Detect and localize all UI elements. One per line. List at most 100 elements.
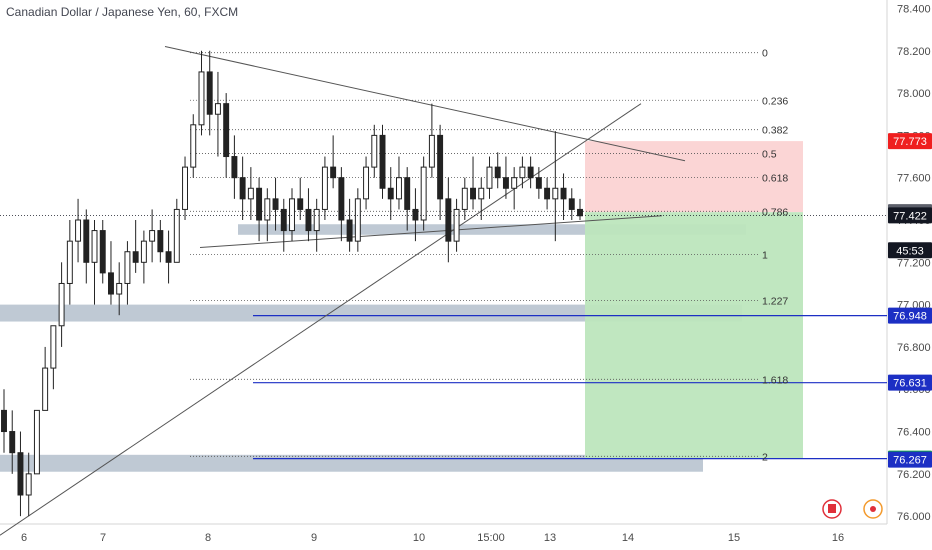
support-zone[interactable] bbox=[238, 224, 746, 235]
candle-body[interactable] bbox=[272, 198, 279, 210]
candle-body[interactable] bbox=[116, 282, 123, 295]
time-tick-label: 15 bbox=[728, 532, 740, 544]
price-tag[interactable] bbox=[888, 307, 932, 324]
ideas-icon[interactable] bbox=[863, 499, 883, 519]
candle-body[interactable] bbox=[157, 230, 164, 253]
candle-body[interactable] bbox=[577, 208, 583, 217]
stop-loss-zone[interactable] bbox=[585, 141, 803, 213]
trendline-descending-resistance[interactable] bbox=[164, 46, 686, 162]
price-tag[interactable] bbox=[888, 374, 932, 391]
candle-body[interactable] bbox=[91, 230, 98, 263]
candle-body[interactable] bbox=[140, 240, 147, 263]
candle-body[interactable] bbox=[1, 409, 7, 433]
candle-body[interactable] bbox=[17, 452, 24, 496]
candle-body[interactable] bbox=[461, 187, 468, 210]
time-tick-label: 16 bbox=[832, 532, 844, 544]
candle-body[interactable] bbox=[173, 208, 180, 263]
candle-body[interactable] bbox=[519, 166, 526, 179]
candle-body[interactable] bbox=[412, 208, 419, 221]
candle-body[interactable] bbox=[149, 230, 156, 242]
candle-body[interactable] bbox=[346, 219, 353, 242]
candle-body[interactable] bbox=[9, 431, 16, 454]
candle-body[interactable] bbox=[289, 198, 295, 232]
candle-body[interactable] bbox=[568, 198, 575, 210]
candle-body[interactable] bbox=[214, 103, 221, 115]
candle-body[interactable] bbox=[437, 134, 444, 200]
price-tag-label: 76.267 bbox=[893, 455, 927, 467]
candle-body[interactable] bbox=[42, 367, 49, 411]
candle-body[interactable] bbox=[50, 325, 57, 369]
candle-body[interactable] bbox=[33, 409, 40, 475]
candle-body[interactable] bbox=[256, 187, 263, 221]
time-tick-label: 7 bbox=[100, 532, 106, 544]
candle-body[interactable] bbox=[379, 134, 386, 189]
candle-body[interactable] bbox=[206, 71, 213, 115]
price-tag[interactable] bbox=[888, 242, 932, 259]
trendline-ascending-support[interactable] bbox=[0, 103, 642, 536]
candle-body[interactable] bbox=[247, 187, 254, 200]
candle-body[interactable] bbox=[354, 198, 361, 242]
candle-body[interactable] bbox=[330, 166, 337, 179]
candle-body[interactable] bbox=[124, 251, 131, 284]
candle-body[interactable] bbox=[387, 187, 394, 200]
candle-body[interactable] bbox=[404, 177, 411, 210]
candle-body[interactable] bbox=[132, 251, 139, 263]
candle-body[interactable] bbox=[58, 282, 65, 327]
candle-body[interactable] bbox=[280, 208, 287, 232]
candle-body[interactable] bbox=[190, 124, 197, 168]
time-axis: 6 7 8 9 10 15:00 13 14 15 16 bbox=[21, 532, 844, 544]
candle-body[interactable] bbox=[511, 177, 518, 189]
price-tag[interactable] bbox=[888, 133, 932, 150]
candle-body[interactable] bbox=[396, 177, 402, 200]
candle-body[interactable] bbox=[223, 103, 230, 158]
price-tag-label: 76.948 bbox=[893, 311, 927, 323]
price-tick-label: 77.600 bbox=[897, 173, 931, 185]
price-tags: 77.77377.43777.42245:5376.94876.63176.27… bbox=[888, 133, 932, 468]
take-profit-zone[interactable] bbox=[585, 212, 803, 459]
candle-body[interactable] bbox=[453, 208, 460, 242]
candle-body[interactable] bbox=[239, 177, 246, 200]
candle-body[interactable] bbox=[371, 134, 378, 168]
price-tag-label: 77.422 bbox=[893, 210, 927, 222]
candle-body[interactable] bbox=[494, 166, 501, 179]
candle-body[interactable] bbox=[264, 198, 271, 221]
candle-body[interactable] bbox=[535, 177, 542, 189]
candle-body[interactable] bbox=[527, 166, 534, 179]
candle-body[interactable] bbox=[305, 208, 312, 232]
candle-body[interactable] bbox=[486, 166, 493, 189]
candle-body[interactable] bbox=[182, 166, 188, 210]
candle-body[interactable] bbox=[478, 187, 485, 200]
candle-body[interactable] bbox=[231, 156, 238, 179]
candle-body[interactable] bbox=[66, 240, 73, 284]
candle-body[interactable] bbox=[338, 177, 345, 221]
price-tag[interactable] bbox=[888, 207, 932, 224]
candle-body[interactable] bbox=[321, 166, 328, 210]
candle-body[interactable] bbox=[363, 166, 370, 200]
candle-body[interactable] bbox=[198, 71, 205, 126]
candle-body[interactable] bbox=[428, 134, 435, 168]
price-tag[interactable] bbox=[888, 451, 932, 468]
candle-body[interactable] bbox=[75, 219, 82, 242]
candle-body[interactable] bbox=[560, 187, 567, 200]
fib-level-label: 0.786 bbox=[762, 206, 788, 218]
candle-body[interactable] bbox=[165, 251, 172, 263]
candle-body[interactable] bbox=[25, 473, 32, 496]
candle-body[interactable] bbox=[470, 187, 476, 200]
candle-body[interactable] bbox=[313, 208, 320, 232]
candle-body[interactable] bbox=[544, 187, 551, 200]
candle-body[interactable] bbox=[552, 187, 559, 200]
support-zone[interactable] bbox=[0, 304, 742, 322]
candle-body[interactable] bbox=[83, 219, 90, 263]
candle-body[interactable] bbox=[108, 272, 114, 295]
time-tick-label: 10 bbox=[413, 532, 425, 544]
price-tick-label: 76.000 bbox=[897, 511, 931, 523]
flag-icon[interactable] bbox=[822, 499, 842, 519]
horizontal-lines bbox=[253, 315, 887, 460]
candle-body[interactable] bbox=[502, 177, 509, 189]
candle-body[interactable] bbox=[297, 198, 304, 210]
candle-body[interactable] bbox=[420, 166, 427, 221]
trendline-triangle-base[interactable] bbox=[199, 215, 663, 248]
candle-body[interactable] bbox=[99, 230, 106, 274]
candle-body[interactable] bbox=[445, 198, 452, 242]
